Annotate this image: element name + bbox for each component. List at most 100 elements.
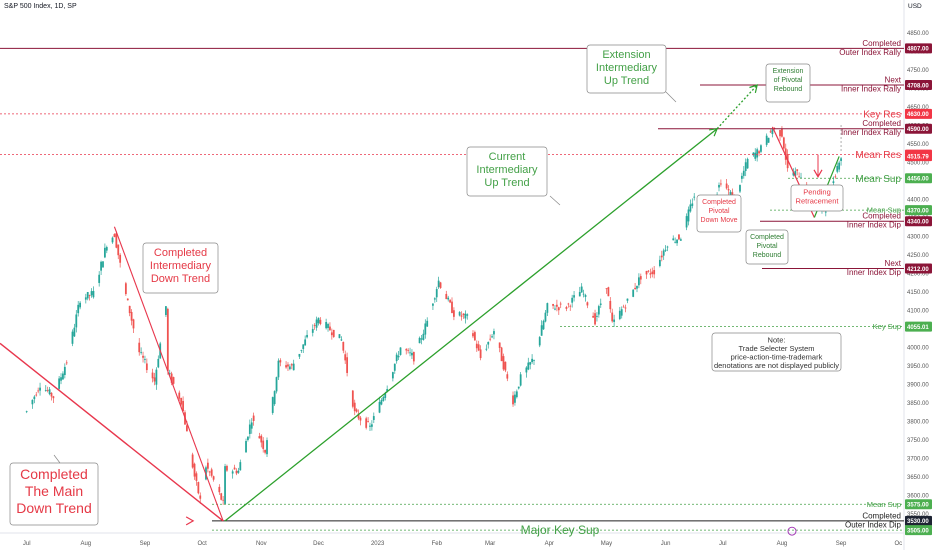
level-label: Major Key Sup — [521, 523, 600, 537]
x-tick-label: 2023 — [371, 541, 385, 547]
y-tick-label: 4850.00 — [907, 31, 929, 37]
x-tick-label: Aug — [777, 541, 788, 547]
extension-intermediary-up-trend-text: Up Trend — [604, 75, 649, 87]
candle-body — [626, 298, 629, 301]
candle-body — [260, 435, 263, 443]
candle-body — [782, 137, 785, 149]
candle-body — [92, 290, 95, 298]
candle-body — [765, 135, 768, 145]
currency-label: USD — [908, 3, 922, 10]
extension-intermediary-up-trend-text: Extension — [602, 49, 650, 61]
candle-body — [676, 239, 678, 244]
candle-body — [418, 337, 421, 344]
candle-body — [542, 320, 545, 330]
candle-body — [552, 303, 554, 306]
price-tag — [905, 108, 932, 119]
candle-body — [84, 297, 87, 300]
intermediary-up-trend-line — [224, 128, 718, 522]
price-tag — [905, 80, 932, 91]
candle-body — [664, 249, 667, 251]
candle-body — [691, 203, 694, 206]
candle-body — [451, 301, 453, 313]
candle-body — [142, 355, 144, 358]
x-tick-label: Apr — [545, 541, 554, 547]
candle-body — [182, 401, 184, 412]
completed-main-down-trend-box — [9, 462, 99, 526]
candle-body — [838, 162, 841, 170]
candle-body — [372, 416, 375, 420]
candle-body — [130, 311, 133, 321]
candle-body — [479, 349, 482, 359]
candle-body — [449, 300, 451, 303]
candle-body — [245, 441, 247, 453]
candle-body — [477, 344, 480, 351]
candle-body — [178, 392, 181, 399]
candle-body — [514, 394, 516, 403]
level-label: Inner Index Rally — [841, 128, 901, 137]
candle-body — [86, 292, 89, 299]
level-label: Mean Sup — [855, 174, 901, 185]
price-tag-label: 4807.00 — [907, 47, 929, 53]
extension-pivotal-rebound-text: Extension — [773, 68, 804, 75]
candle-body — [71, 331, 74, 344]
candle-body — [767, 137, 770, 143]
candle-body — [424, 323, 427, 335]
candle-body — [340, 339, 343, 341]
x-tick-label: Sep — [140, 541, 151, 547]
current-intermediary-up-trend-box — [466, 146, 548, 197]
candle-body — [193, 463, 196, 477]
candle-body — [634, 287, 636, 290]
candle-body — [620, 309, 623, 316]
level-label: Key Res — [863, 109, 901, 120]
candle-body — [624, 307, 627, 309]
completed-intermediary-down-trend-text: Intermediary — [150, 260, 212, 272]
candle-body — [489, 338, 492, 340]
candle-body — [739, 185, 741, 192]
candle-body — [647, 270, 650, 272]
candle-body — [727, 189, 730, 191]
candle-body — [432, 303, 434, 306]
y-tick-label: 3650.00 — [907, 475, 929, 481]
level-label: Next — [885, 76, 902, 85]
candle-body — [412, 352, 415, 362]
candle-body — [592, 315, 595, 318]
level-label: Next — [885, 259, 902, 268]
candle-body — [248, 424, 251, 434]
x-tick-label: Jul — [23, 541, 31, 547]
candle-body — [525, 367, 528, 373]
candle-body — [666, 246, 669, 248]
candle-body — [409, 352, 411, 354]
note-text: price-action-time-trademark — [731, 353, 823, 362]
candle-body — [725, 183, 728, 189]
candle-body — [744, 162, 747, 172]
candle-body — [247, 436, 249, 440]
candle-body — [197, 482, 200, 494]
candle-body — [25, 411, 28, 413]
candle-body — [798, 176, 801, 178]
candle-body — [498, 342, 501, 348]
candle-body — [679, 239, 682, 241]
candle-body — [391, 372, 394, 379]
price-tag-label: 4456.00 — [907, 177, 929, 183]
note-text: denotations are not displayed publicly — [714, 361, 839, 370]
completed-intermediary-down-trend-text: Completed — [154, 247, 207, 259]
x-tick-label: Oc — [894, 541, 902, 547]
candle-body — [622, 306, 625, 308]
candle-body — [458, 312, 461, 316]
level-label: Mean Sup — [867, 206, 901, 215]
candle-body — [544, 312, 547, 322]
note-box — [711, 332, 842, 372]
candle-body — [140, 351, 143, 353]
level-label: Outer Index Rally — [839, 48, 901, 57]
y-tick-label: 3950.00 — [907, 364, 929, 370]
main-down-arrowhead — [185, 516, 195, 526]
candle-body — [557, 307, 560, 311]
candle-body — [172, 377, 175, 384]
candle-body — [58, 378, 61, 389]
candle-body — [33, 396, 36, 400]
extension-pivotal-rebound-text: of Pivotal — [774, 77, 803, 84]
candle-body — [840, 158, 842, 161]
candle-body — [250, 422, 253, 429]
candle-body — [693, 196, 696, 198]
